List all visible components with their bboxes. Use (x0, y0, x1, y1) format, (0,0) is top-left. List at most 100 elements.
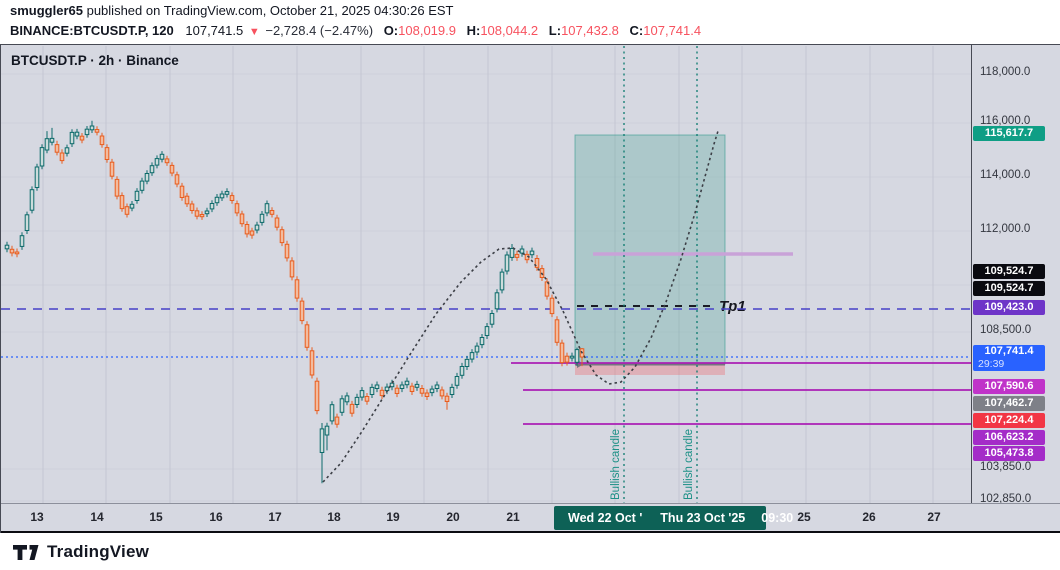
candle (454, 372, 460, 389)
tradingview-logo[interactable]: TradingView (13, 542, 149, 562)
candle (544, 278, 550, 300)
price-axis-tick: 116,000.0 (980, 115, 1031, 127)
close-label: C: (629, 23, 644, 38)
candle (39, 144, 45, 170)
candle (89, 120, 95, 133)
candle (474, 342, 480, 356)
attribution-text: published on TradingView.com, October 21… (82, 3, 454, 18)
candle (184, 192, 190, 207)
candle (404, 377, 410, 389)
price-level-label[interactable]: 106,623.2 (973, 429, 1045, 445)
candle (374, 381, 380, 393)
chart-canvas[interactable]: Tp1 Bullish candle Bullish candle (1, 45, 971, 503)
price-change: −2,728.4 (−2.47%) (265, 23, 374, 38)
chart-frame: BTCUSDT.P · 2h · Binance Tp1 Bullish cand… (0, 44, 1060, 534)
price-axis-tick: 118,000.0 (980, 66, 1031, 78)
candle (344, 392, 350, 406)
date-range-text: Wed 22 Oct ' (568, 511, 643, 525)
time-axis[interactable]: 13 14 15 16 17 18 19 20 21 25 26 27 Wed 22 Oct ' Thu … (1, 503, 1060, 531)
candle (434, 381, 440, 393)
date-range-text: 09:30 (761, 511, 794, 525)
candle (289, 257, 295, 281)
tradingview-logo-text: TradingView (47, 542, 150, 561)
price-level-label[interactable]: 109,524.7 (973, 280, 1045, 296)
candle (244, 221, 250, 238)
symbol-status-bar[interactable]: BINANCE:BTCUSDT.P, 120 107,741.5 ▼ −2,72… (0, 21, 1060, 44)
candle (549, 294, 555, 318)
high-label: H: (466, 23, 481, 38)
time-axis-tick: 16 (209, 510, 223, 524)
candle (169, 162, 175, 177)
symbol-name[interactable]: BINANCE:BTCUSDT.P, 120 (10, 23, 174, 38)
candle (554, 316, 560, 346)
candle (469, 349, 475, 363)
candle (429, 385, 435, 397)
candle (114, 176, 120, 200)
candle (204, 207, 210, 217)
time-axis-tick: 13 (30, 510, 44, 524)
candle (459, 362, 465, 379)
candle (369, 383, 375, 398)
candle (224, 188, 230, 198)
candle (64, 144, 70, 157)
candle (424, 389, 430, 400)
candle (484, 323, 490, 339)
bar-countdown: 29:39 (978, 358, 1005, 370)
date-range-label: Wed 22 Oct ' Thu 23 Oct '25 09:30 (554, 506, 793, 530)
candle (194, 207, 200, 220)
candle (309, 347, 315, 379)
chart-legend[interactable]: BTCUSDT.P · 2h · Binance (11, 53, 179, 68)
candle (499, 268, 505, 294)
candle (209, 200, 215, 213)
candle (379, 386, 385, 400)
candle (444, 392, 450, 410)
candle (149, 162, 155, 176)
candle (389, 379, 395, 391)
candle (574, 347, 580, 366)
price-level-label[interactable]: 107,462.7 (973, 395, 1045, 411)
candle (419, 385, 425, 397)
candle (79, 133, 85, 144)
price-axis-tick: 103,850.0 (980, 461, 1032, 473)
candle (409, 382, 415, 395)
time-axis-tick: 17 (268, 510, 282, 524)
time-axis-tick: 15 (149, 510, 163, 524)
candle (304, 321, 310, 351)
candle (229, 192, 235, 204)
price-axis-tick: 112,000.0 (980, 223, 1031, 235)
candle (504, 251, 510, 275)
candle (49, 127, 55, 146)
price-level-label[interactable]: 107,224.4 (973, 412, 1045, 428)
candle (269, 207, 275, 218)
candle (529, 247, 535, 259)
candle (84, 126, 90, 138)
price-axis[interactable]: 118,000.0 116,000.0 114,000.0 112,000.0 108,… (971, 45, 1060, 505)
open-label: O: (383, 23, 399, 38)
time-axis-tick: 26 (862, 510, 876, 524)
candle (199, 211, 205, 220)
time-axis-tick: 18 (327, 510, 341, 524)
candle (294, 276, 300, 302)
price-level-label[interactable]: 105,473.8 (973, 445, 1045, 461)
candle (139, 177, 145, 194)
price-level-label[interactable]: 115,617.7 (973, 125, 1045, 141)
price-level-label[interactable]: 109,423.0 (973, 299, 1045, 315)
candle (284, 240, 290, 262)
price-level-label[interactable]: 107,590.6 (973, 378, 1045, 394)
price-level-label[interactable]: 107,741.4 29:39 (973, 345, 1045, 371)
candle (394, 384, 400, 398)
candle (364, 393, 370, 405)
price-axis-tick: 114,000.0 (980, 169, 1031, 181)
down-arrow-icon: ▼ (248, 26, 260, 38)
tp1-label: Tp1 (719, 298, 746, 315)
chart-bottom-border (1, 531, 1060, 534)
candle (254, 221, 260, 234)
price-axis-tick: 102,850.0 (980, 493, 1032, 505)
time-axis-tick: 27 (927, 510, 941, 524)
time-axis-tick: 21 (506, 510, 520, 524)
price-level-label[interactable]: 109,524.7 (973, 263, 1045, 279)
bullish-candle-label: Bullish candle (683, 429, 695, 500)
projection-curve (322, 130, 719, 483)
low-label: L: (548, 23, 562, 38)
